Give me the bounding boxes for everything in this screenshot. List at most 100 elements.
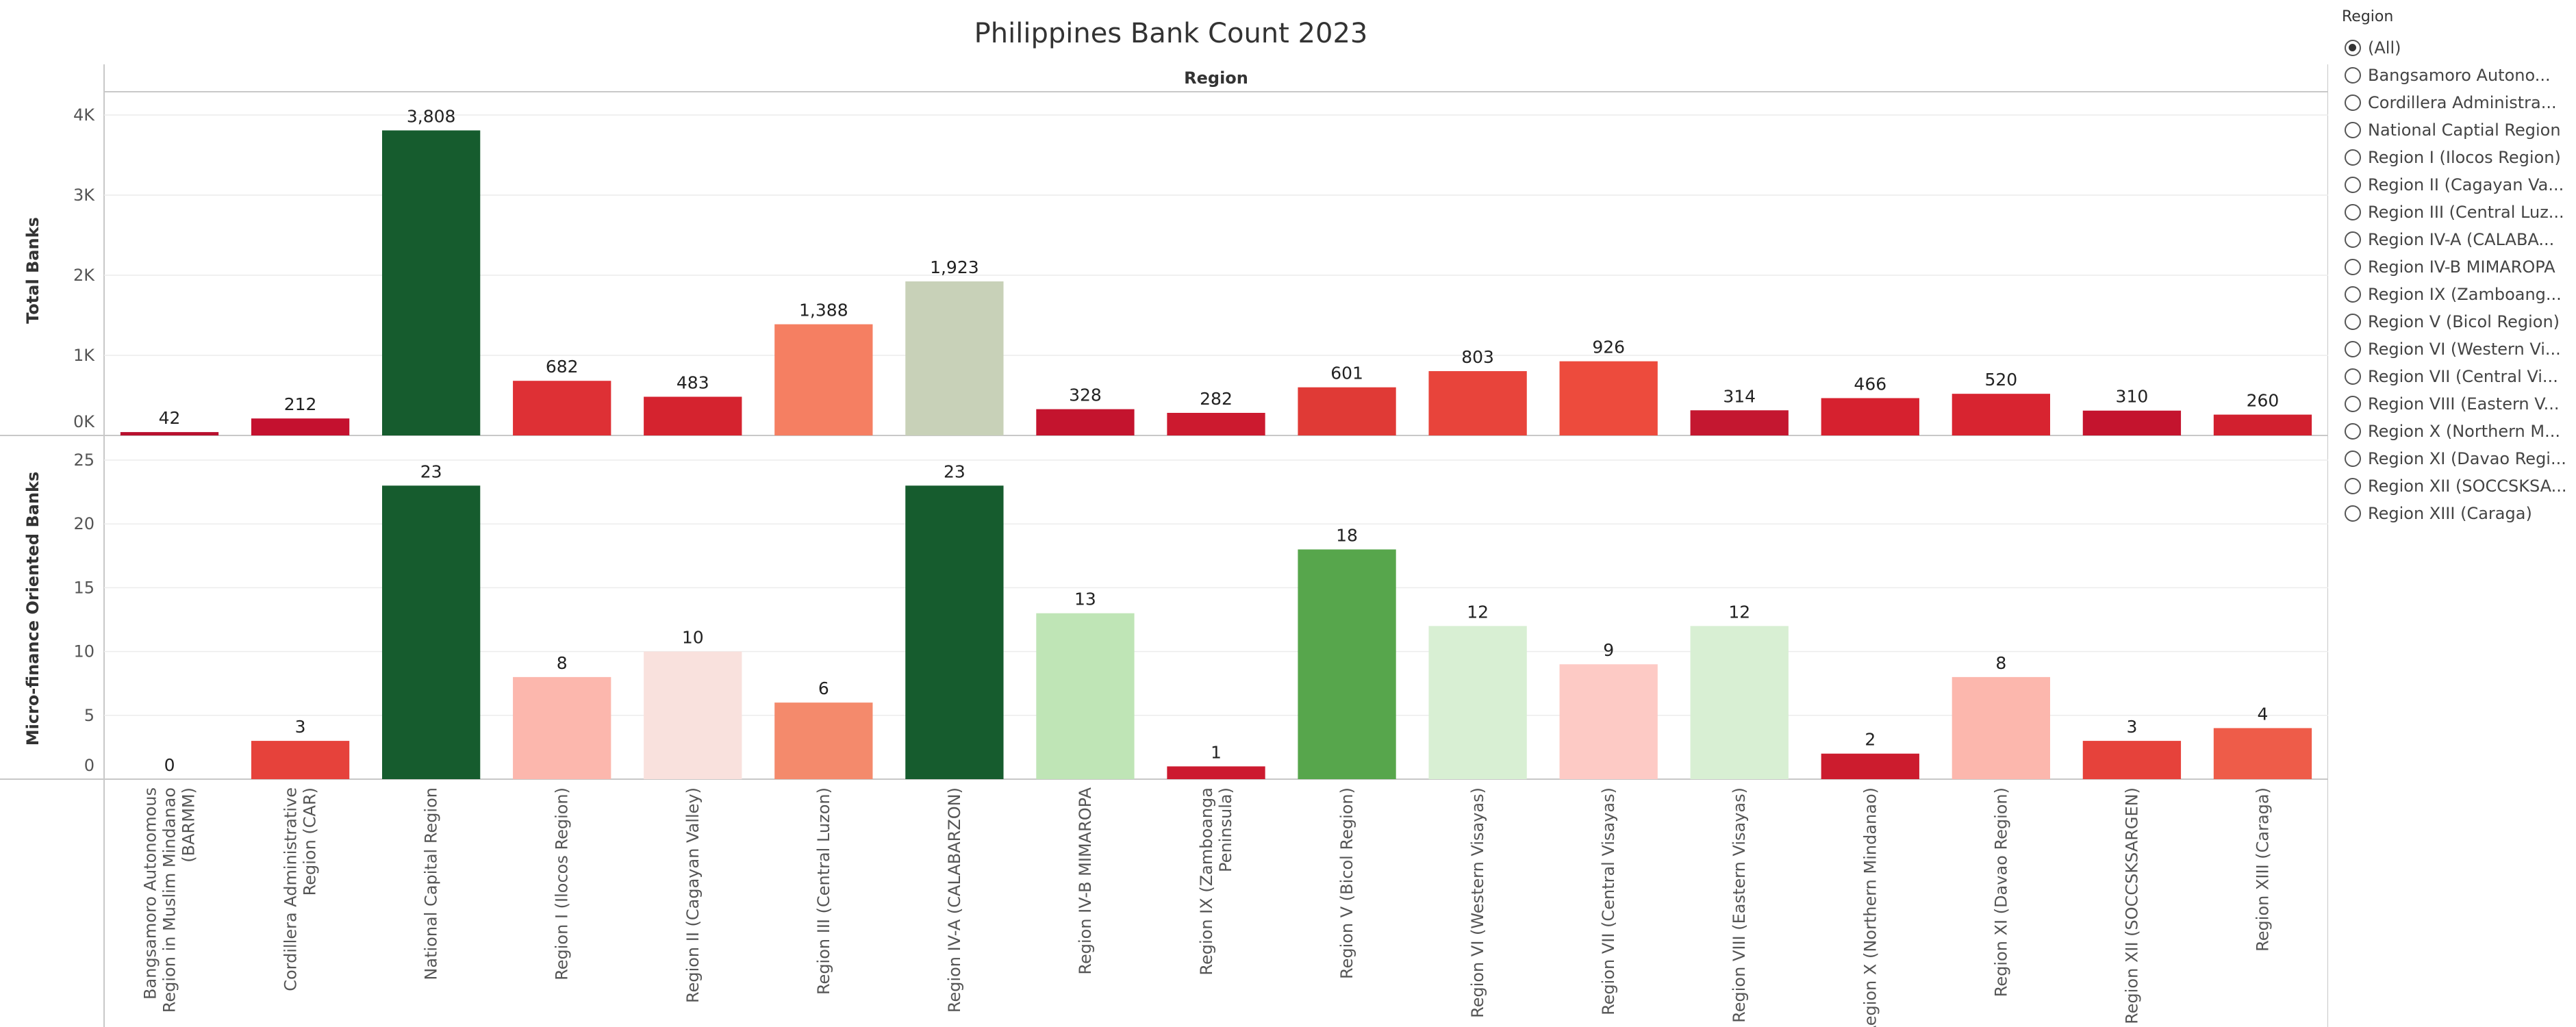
- category-label: Cordillera AdministrativeRegion (CAR): [281, 787, 320, 991]
- bar: [120, 432, 219, 435]
- bar: [382, 485, 481, 779]
- category-label-line: Peninsula): [1216, 787, 1235, 872]
- region-filter-option[interactable]: Region V (Bicol Region): [2340, 308, 2573, 335]
- radio-button-icon[interactable]: [2345, 478, 2361, 494]
- category-label-line: Cordillera Administrative: [281, 787, 301, 991]
- y-axis-title: Total Banks: [23, 217, 42, 324]
- bar: [1821, 398, 1919, 435]
- category-label-line: Region XI (Davao Region): [1991, 787, 2010, 997]
- region-filter-option[interactable]: Region I (Ilocos Region): [2340, 144, 2573, 171]
- y-tick-label: 15: [73, 578, 94, 597]
- region-filter-option[interactable]: Region IV-B MIMAROPA: [2340, 253, 2573, 281]
- category-label-line: National Capital Region: [422, 787, 441, 980]
- y-tick-label: 3K: [73, 186, 95, 205]
- bar-value-label: 4: [2258, 704, 2269, 724]
- bar-value-label: 12: [1467, 602, 1489, 622]
- radio-button-icon[interactable]: [2345, 149, 2361, 166]
- category-label-line: Region X (Northern Mindanao): [1860, 787, 1880, 1027]
- region-filter-option[interactable]: Region XI (Davao Regi...: [2340, 445, 2573, 472]
- bar: [1690, 626, 1789, 779]
- category-label-line: Region IV-B MIMAROPA: [1076, 787, 1095, 974]
- radio-button-icon[interactable]: [2345, 368, 2361, 385]
- y-tick-label: 20: [73, 514, 94, 533]
- region-filter-option[interactable]: Region IV-A (CALABA...: [2340, 226, 2573, 253]
- bar: [905, 281, 1004, 435]
- bar-value-label: 3: [2126, 717, 2137, 737]
- bar-value-label: 1,923: [930, 257, 979, 277]
- radio-button-icon[interactable]: [2345, 204, 2361, 220]
- radio-button-icon[interactable]: [2345, 341, 2361, 357]
- bar-value-label: 23: [420, 461, 442, 481]
- bar-value-label: 18: [1336, 525, 1358, 545]
- region-filter-option-label: Region VIII (Eastern V...: [2368, 394, 2560, 414]
- y-tick-label: 1K: [73, 346, 95, 365]
- category-label: Region VIII (Eastern Visayas): [1730, 787, 1749, 1023]
- y-tick-label: 2K: [73, 266, 95, 285]
- region-filter-option[interactable]: Region VI (Western Vi...: [2340, 335, 2573, 363]
- region-filter-option-label: Region III (Central Luz...: [2368, 203, 2564, 222]
- region-filter-option-label: Region XIII (Caraga): [2368, 504, 2532, 523]
- region-filter-option[interactable]: National Captial Region: [2340, 116, 2573, 144]
- bar-value-label: 23: [944, 461, 965, 481]
- y-tick-label: 25: [73, 451, 94, 470]
- region-filter-option[interactable]: Region XIII (Caraga): [2340, 500, 2573, 527]
- region-filter-option[interactable]: Region II (Cagayan Va...: [2340, 171, 2573, 199]
- region-filter-option[interactable]: Bangsamoro Autono...: [2340, 62, 2573, 89]
- bar: [382, 130, 481, 436]
- bar: [1559, 664, 1658, 779]
- bar-value-label: 13: [1074, 589, 1096, 609]
- category-label: Region III (Central Luzon): [814, 787, 833, 995]
- category-label-line: Region II (Cagayan Valley): [683, 787, 703, 1003]
- category-label: Region IV-A (CALABARZON): [945, 787, 964, 1013]
- category-label-line: Region XII (SOCCSKSARGEN): [2122, 787, 2141, 1024]
- region-filter-option[interactable]: Region VIII (Eastern V...: [2340, 390, 2573, 418]
- radio-button-icon[interactable]: [2345, 423, 2361, 440]
- category-label-line: Region VI (Western Visayas): [1468, 787, 1487, 1018]
- bar: [1167, 413, 1265, 435]
- radio-button-icon[interactable]: [2345, 286, 2361, 303]
- category-label: Region I (Ilocos Region): [553, 787, 572, 980]
- bank-count-chart: Philippines Bank Count 2023 Region 0K 1K 2K 3…: [0, 18, 2328, 1027]
- bar-value-label: 803: [1461, 347, 1494, 367]
- radio-button-icon[interactable]: [2345, 122, 2361, 138]
- radio-button-icon[interactable]: [2345, 94, 2361, 111]
- radio-button-icon[interactable]: [2345, 177, 2361, 193]
- region-filter-option[interactable]: Region III (Central Luz...: [2340, 199, 2573, 226]
- radio-button-icon[interactable]: [2345, 314, 2361, 330]
- region-filter-option[interactable]: Cordillera Administra...: [2340, 89, 2573, 116]
- radio-button-icon[interactable]: [2345, 259, 2361, 275]
- bar-value-label: 6: [818, 679, 829, 698]
- region-filter-option[interactable]: (All): [2340, 34, 2573, 62]
- bar: [2082, 410, 2182, 435]
- category-label-line: Region IX (Zamboanga: [1197, 787, 1216, 976]
- column-header-region: Region: [1184, 68, 1248, 88]
- bar-value-label: 314: [1723, 386, 1756, 406]
- region-filter-title: Region: [2342, 8, 2394, 25]
- radio-button-icon[interactable]: [2345, 505, 2361, 522]
- category-label-line: Region (CAR): [301, 787, 320, 896]
- y-tick-label: 0: [84, 756, 94, 775]
- region-filter-option[interactable]: Region X (Northern M...: [2340, 418, 2573, 445]
- bar: [513, 381, 611, 435]
- radio-button-icon[interactable]: [2345, 451, 2361, 467]
- radio-button-icon[interactable]: [2345, 67, 2361, 84]
- bar: [1167, 766, 1265, 779]
- region-filter-option-label: Region I (Ilocos Region): [2368, 148, 2561, 167]
- category-label-line: Region V (Bicol Region): [1337, 787, 1356, 979]
- category-label: National Capital Region: [422, 787, 441, 980]
- radio-button-icon[interactable]: [2345, 396, 2361, 412]
- category-label-line: (BARMM): [179, 787, 199, 863]
- region-filter-option[interactable]: Region XII (SOCCSKSA...: [2340, 472, 2573, 500]
- radio-button-icon[interactable]: [2345, 231, 2361, 248]
- region-filter-option-label: Region IX (Zamboang...: [2368, 285, 2562, 304]
- bar-value-label: 3,808: [407, 106, 456, 126]
- bar: [251, 741, 350, 779]
- category-label-line: Region IV-A (CALABARZON): [945, 787, 964, 1013]
- region-filter-option[interactable]: Region VII (Central Vi...: [2340, 363, 2573, 390]
- category-label-line: Region III (Central Luzon): [814, 787, 833, 995]
- category-label-line: Bangsamoro Autonomous: [141, 787, 160, 1000]
- category-label-line: Region XIII (Caraga): [2253, 787, 2272, 952]
- radio-button-icon[interactable]: [2345, 40, 2361, 56]
- region-filter-list: (All) Bangsamoro Autono... Cordillera Admi…: [2340, 34, 2573, 527]
- region-filter-option[interactable]: Region IX (Zamboang...: [2340, 281, 2573, 308]
